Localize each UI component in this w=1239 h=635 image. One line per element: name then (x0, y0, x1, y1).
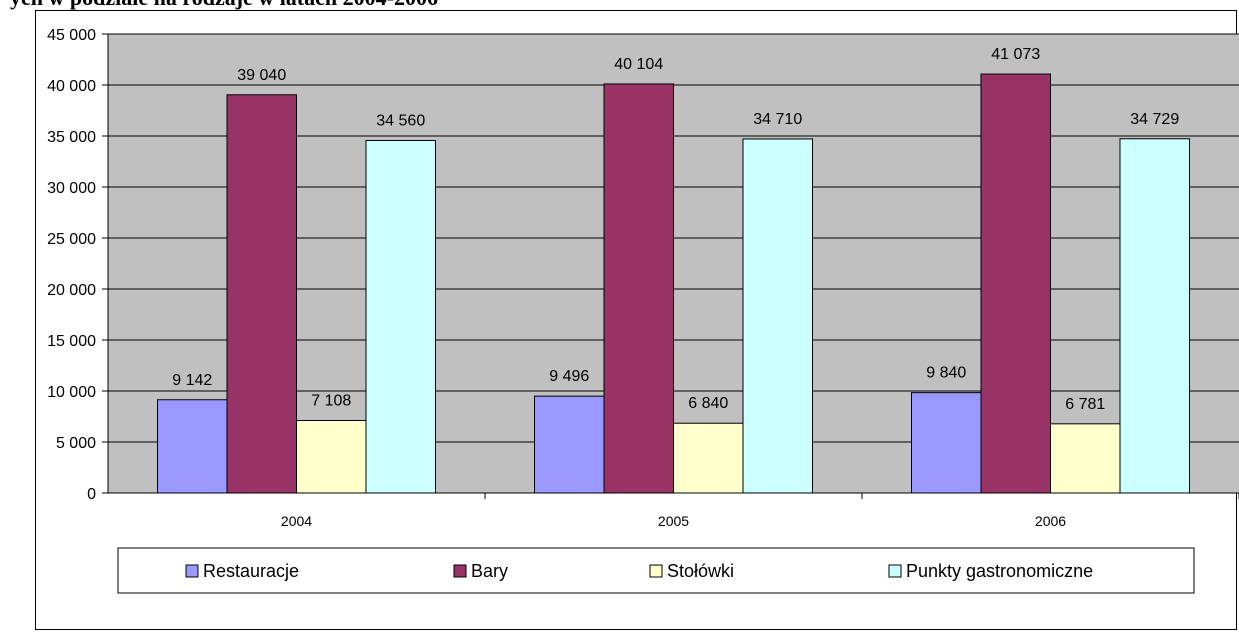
legend-label: Punkty gastronomiczne (906, 561, 1093, 581)
bar (911, 392, 982, 494)
legend-label: Restauracje (203, 561, 299, 581)
legend-swatch (453, 564, 467, 578)
bar (1119, 138, 1190, 494)
x-axis-ticks: 2004 2005 2006 (281, 493, 1239, 529)
y-tick-label: 15 000 (47, 333, 96, 350)
legend-label: Stołówki (667, 561, 734, 581)
y-tick-label: 30 000 (47, 180, 96, 197)
bar (673, 422, 744, 494)
legend-swatch (649, 564, 663, 578)
bar (980, 73, 1051, 494)
y-tick-label: 5 000 (56, 435, 96, 452)
y-tick-label: 40 000 (47, 78, 96, 95)
axes (107, 34, 1239, 494)
bar (157, 399, 228, 494)
data-label: 6 840 (688, 395, 728, 412)
x-tick-label: 2004 (281, 513, 312, 529)
y-tick-label: 25 000 (47, 231, 96, 248)
legend: Restauracje Bary Stołówki Punkty gastronomi… (117, 547, 1195, 594)
x-tick-label: 2006 (1035, 513, 1066, 529)
data-label: 34 710 (753, 111, 802, 128)
bar (534, 395, 605, 494)
y-axis-ticks: 0 5 000 10 000 15 000 20 000 25 000 30 000 35 0… (47, 27, 108, 503)
data-label: 9 142 (172, 372, 212, 389)
y-tick-label: 20 000 (47, 282, 96, 299)
data-label: 39 040 (237, 67, 286, 84)
data-label: 34 560 (376, 112, 425, 129)
y-tick-label: 35 000 (47, 129, 96, 146)
legend-swatch (185, 564, 199, 578)
bar (1050, 423, 1121, 494)
bar (226, 94, 297, 494)
legend-label: Bary (471, 561, 508, 581)
data-labels: 9 142 39 040 7 108 34 560 9 496 40 104 6 840 34… (172, 46, 1179, 413)
data-label: 6 781 (1065, 396, 1105, 413)
bars (157, 73, 1190, 494)
y-tick-label: 45 000 (47, 27, 96, 44)
data-label: 7 108 (311, 392, 351, 409)
legend-swatch (888, 564, 902, 578)
bar (603, 83, 674, 494)
data-label: 34 729 (1130, 111, 1179, 128)
x-tick-label: 2005 (658, 513, 689, 529)
data-label: 9 496 (549, 368, 589, 385)
bar (296, 419, 367, 494)
data-label: 40 104 (614, 56, 663, 73)
data-label: 41 073 (991, 46, 1040, 63)
bar (742, 138, 813, 494)
bar (365, 139, 436, 494)
y-tick-label: 0 (87, 486, 96, 503)
data-label: 9 840 (926, 365, 966, 382)
chart-title-fragment: ych w podziale na rodzaje w latach 2004-… (10, 0, 438, 11)
y-tick-label: 10 000 (47, 384, 96, 401)
